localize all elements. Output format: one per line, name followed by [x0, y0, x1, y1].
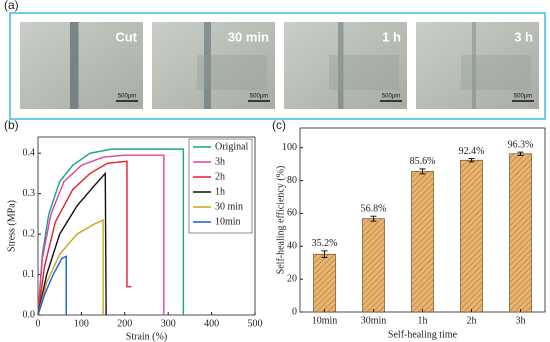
series-line [37, 255, 67, 316]
x-tick-label: 2h [467, 315, 477, 326]
series-line [37, 148, 185, 316]
y-tick-label: 80 [287, 175, 297, 186]
healing-zone [338, 22, 344, 109]
plot-frame [37, 136, 256, 316]
scale-label: 500μm [382, 94, 400, 100]
micrograph [20, 22, 143, 109]
healing-zone [204, 22, 211, 109]
error-bar [321, 250, 328, 258]
healing-shade [461, 55, 531, 90]
scale-label: 500μm [514, 94, 532, 100]
y-tick-label: 60 [287, 208, 297, 219]
healing-zone [70, 22, 79, 109]
value-label: 85.6% [410, 156, 436, 167]
value-label: 35.2% [312, 238, 338, 249]
x-axis-label: Strain (%) [126, 331, 167, 342]
y-tick-label: 0.2 [23, 228, 36, 239]
x-tick-label: 10min [312, 315, 338, 326]
bar [460, 159, 483, 313]
legend-label: Original [215, 141, 249, 152]
error-bar [468, 158, 475, 163]
bar [411, 171, 434, 313]
image-label: 30 min [228, 29, 269, 44]
legend-label: 2h [215, 171, 225, 182]
error-bar [517, 151, 524, 156]
panel-label: (a) [4, 0, 19, 12]
y-tick-label: 0 [292, 306, 297, 317]
series-line [37, 218, 104, 316]
micrograph [416, 22, 539, 109]
bar [313, 253, 336, 313]
image-label: 3 h [514, 29, 533, 44]
scale-label: 500μm [250, 94, 268, 100]
panel-label: (c) [272, 118, 286, 132]
panel-label: (b) [4, 118, 19, 132]
panel-a-frame [9, 12, 546, 120]
x-tick-label: 300 [161, 318, 176, 329]
x-tick-label: 0 [36, 318, 41, 329]
value-label: 92.4% [459, 146, 485, 157]
series-line [37, 160, 132, 316]
x-tick-label: 1h [418, 315, 428, 326]
x-tick-label: 200 [117, 318, 132, 329]
image-label: 1 h [382, 29, 401, 44]
legend-label: 30 min [215, 201, 243, 212]
y-tick-label: 0.3 [23, 188, 36, 199]
y-tick-label: 20 [287, 273, 297, 284]
y-tick-label: 100 [282, 142, 297, 153]
legend-box [188, 138, 253, 234]
image-label: Cut [115, 29, 137, 44]
x-tick-label: 400 [204, 318, 219, 329]
scale-label: 500μm [118, 94, 136, 100]
x-axis-label: Self-healing time [388, 329, 458, 340]
legend-label: 3h [215, 156, 225, 167]
y-tick-label: 40 [287, 241, 297, 252]
y-tick-label: 0.1 [23, 269, 36, 280]
y-axis-label: Self-healing efficiency (%) [275, 166, 286, 275]
series-line [37, 171, 107, 316]
x-tick-label: 500 [248, 318, 263, 329]
y-tick-label: 0.4 [23, 147, 36, 158]
x-tick-label: 100 [74, 318, 89, 329]
healing-zone [472, 22, 476, 109]
bar [362, 218, 385, 313]
healing-shade [329, 55, 399, 90]
value-label: 96.3% [508, 139, 534, 150]
x-tick-label: 3h [516, 315, 526, 326]
y-tick-label: 0.0 [23, 309, 36, 320]
bar [509, 153, 532, 313]
error-bar [370, 215, 377, 222]
legend-label: 10min [215, 216, 241, 227]
x-tick-label: 30min [361, 315, 387, 326]
micrograph [284, 22, 407, 109]
y-axis-label: Stress (MPa) [6, 200, 17, 252]
error-bar [419, 168, 426, 175]
micrograph [152, 22, 275, 109]
series-line [37, 154, 165, 316]
legend-label: 1h [215, 186, 225, 197]
healing-shade [197, 55, 267, 90]
value-label: 56.8% [361, 204, 387, 215]
